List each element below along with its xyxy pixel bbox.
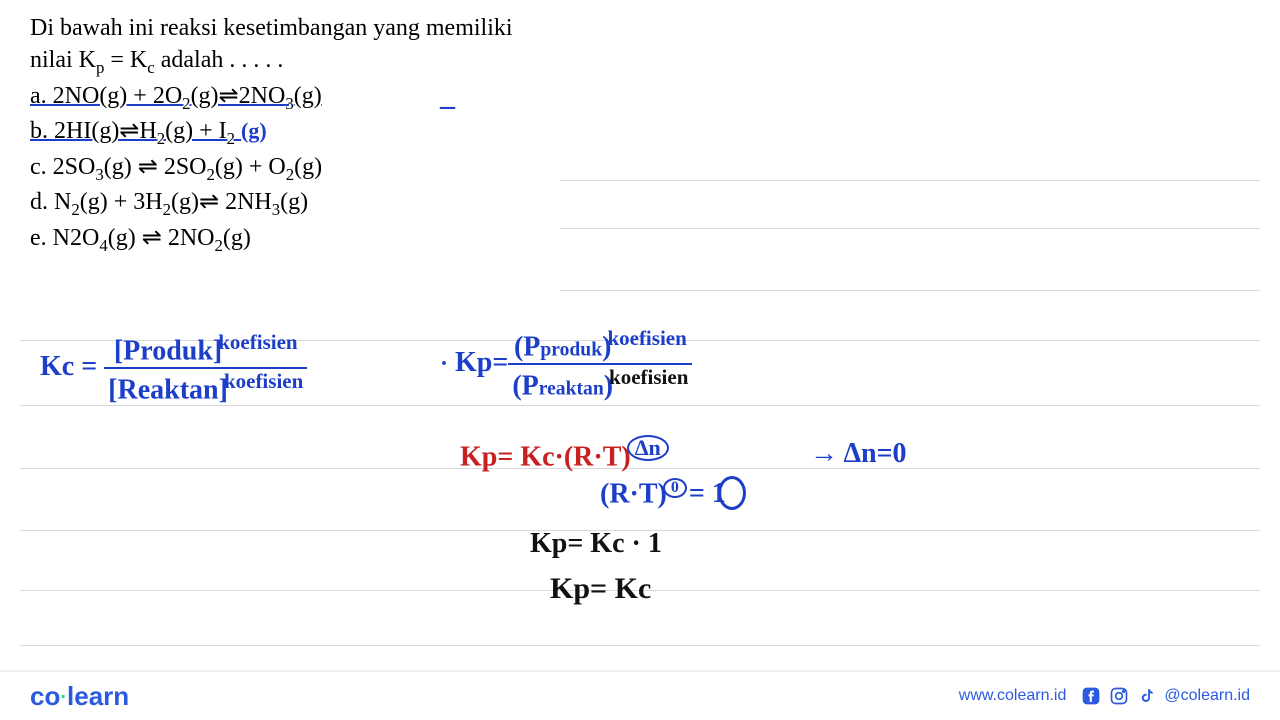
eq-rt-zero: (R·T)0= 1 — [600, 478, 726, 510]
footer-handle: @colearn.id — [1164, 687, 1250, 705]
option-d: d. N2(g) + 3H2(g)⇌ 2NH3(g) — [30, 186, 513, 221]
option-e: e. N2O4(g) ⇌ 2NO2(g) — [30, 222, 513, 257]
q-line-1: Di bawah ini reaksi kesetimbangan yang m… — [30, 12, 513, 44]
q-line-2: nilai Kp = Kc adalah . . . . . — [30, 44, 513, 79]
eq-kp-kc: Kp= Kc — [550, 572, 651, 606]
hw-dash-a: – — [440, 89, 455, 123]
facebook-icon — [1080, 685, 1102, 707]
footer-url: www.colearn.id — [959, 687, 1067, 705]
delta-n-zero: → Δn=0 — [810, 438, 907, 470]
option-c: c. 2SO3(g) ⇌ 2SO2(g) + O2(g) — [30, 151, 513, 186]
logo-dot-icon: · — [60, 686, 67, 708]
social-icons: @colearn.id — [1080, 685, 1250, 707]
tiktok-icon — [1136, 685, 1158, 707]
hw-gas-annotation: (g) — [241, 118, 267, 143]
footer: co·learn www.colearn.id @colearn.id — [0, 670, 1280, 720]
kc-formula: Kc = [Produk]koefisien [Reaktan]koefisie… — [40, 330, 307, 407]
kp-formula: · Kp= (Pproduk)koefisien (Preaktan)koefi… — [440, 326, 692, 403]
logo: co·learn — [30, 681, 129, 712]
eq-kp-kc-rt: Kp= Kc·(R·T)Δn — [460, 435, 669, 473]
instagram-icon — [1108, 685, 1130, 707]
question-block: Di bawah ini reaksi kesetimbangan yang m… — [30, 12, 513, 257]
eq-kp-kc-1: Kp= Kc · 1 — [530, 528, 662, 560]
